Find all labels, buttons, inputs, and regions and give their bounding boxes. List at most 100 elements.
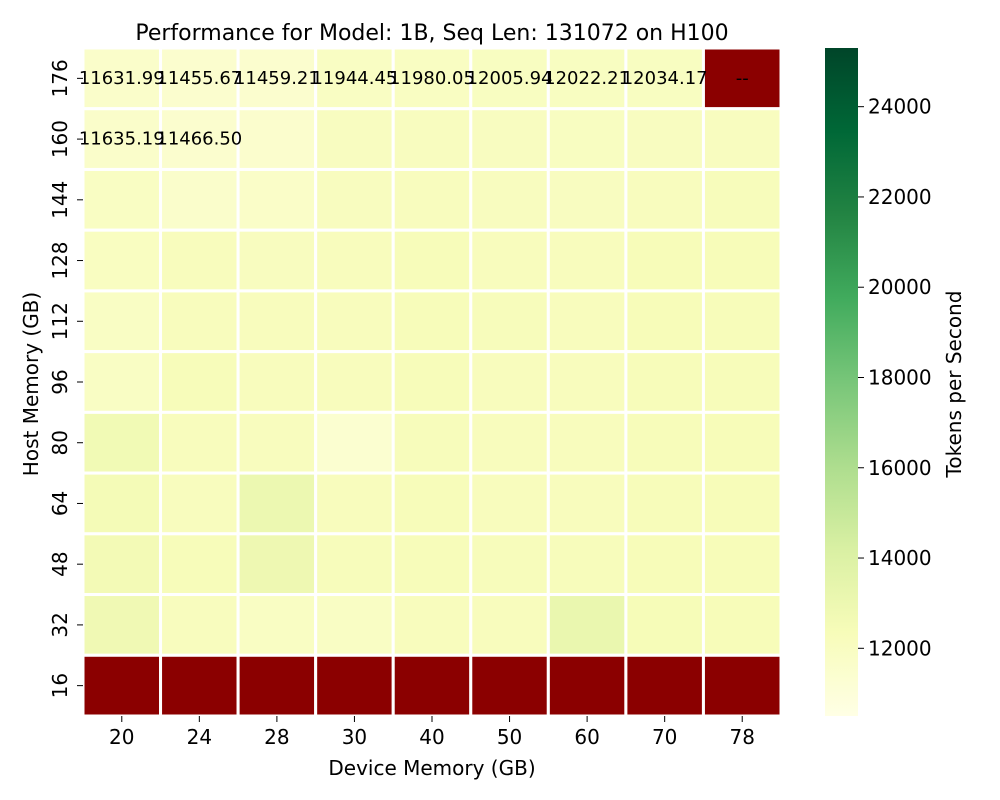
heatmap-cell-labels: 11631.9911455.6711459.2111944.4511980.05… xyxy=(79,68,749,150)
colorbar: 12000 14000 16000 18000 20000 22000 24000 Toke… xyxy=(825,48,966,716)
heatmap-cell xyxy=(701,228,783,293)
heatmap-cell xyxy=(469,410,550,475)
heatmap-cell xyxy=(469,107,550,171)
heatmap-cell xyxy=(236,350,318,414)
heatmap-cell xyxy=(469,228,550,293)
heatmap-cell xyxy=(314,350,395,414)
y-tick-label: 128 xyxy=(48,241,72,279)
heatmap-cell xyxy=(81,653,163,718)
cell-value-label: 12005.94 xyxy=(467,68,553,89)
heatmap-cell xyxy=(391,228,473,293)
heatmap-cell xyxy=(469,350,550,414)
heatmap-cell xyxy=(391,289,473,354)
x-tick-label: 40 xyxy=(419,725,444,749)
heatmap-cell xyxy=(236,167,318,232)
heatmap-cell xyxy=(469,471,550,536)
heatmap-cell xyxy=(159,289,240,354)
heatmap-cell xyxy=(314,532,395,597)
y-tick-label: 32 xyxy=(48,612,72,637)
heatmap-cell xyxy=(546,410,628,475)
x-tick-label: 28 xyxy=(264,725,289,749)
x-tick-label: 30 xyxy=(342,725,367,749)
colorbar-tick-label: 12000 xyxy=(868,636,932,660)
heatmap-cell xyxy=(701,410,783,475)
cell-value-label: 11980.05 xyxy=(389,68,475,89)
heatmap-cell xyxy=(624,167,705,232)
x-axis: 20 24 28 30 40 50 60 70 78 xyxy=(109,716,755,749)
heatmap-cell xyxy=(701,471,783,536)
x-tick-label: 20 xyxy=(109,725,134,749)
heatmap-cell xyxy=(81,532,163,597)
heatmap-cell xyxy=(701,350,783,414)
heatmap-cell xyxy=(159,471,240,536)
heatmap-cell xyxy=(701,167,783,232)
y-tick-label: 48 xyxy=(48,551,72,576)
colorbar-label: Tokens per Second xyxy=(942,291,966,479)
heatmap-cell xyxy=(624,228,705,293)
heatmap-cell xyxy=(391,653,473,718)
heatmap-cell xyxy=(546,289,628,354)
x-tick-label: 78 xyxy=(729,725,754,749)
colorbar-tick-label: 18000 xyxy=(868,365,932,389)
heatmap-cell xyxy=(236,289,318,354)
cell-value-label: 11455.67 xyxy=(156,68,242,89)
heatmap-cell xyxy=(624,410,705,475)
heatmap-cell xyxy=(236,410,318,475)
colorbar-tick-label: 24000 xyxy=(868,95,932,119)
heatmap-cell xyxy=(469,593,550,657)
heatmap-cell xyxy=(701,532,783,597)
colorbar-gradient xyxy=(825,48,858,716)
heatmap-cell xyxy=(701,653,783,718)
heatmap-cell xyxy=(546,593,628,657)
heatmap-cell xyxy=(159,410,240,475)
heatmap-cell xyxy=(701,289,783,354)
y-axis-label: Host Memory (GB) xyxy=(19,292,43,476)
heatmap-cell xyxy=(624,46,705,111)
y-tick-label: 64 xyxy=(48,491,72,516)
x-tick-label: 24 xyxy=(187,725,212,749)
heatmap-cell xyxy=(81,289,163,354)
cell-value-label: 12034.17 xyxy=(622,68,708,89)
heatmap-cell xyxy=(81,593,163,657)
heatmap-cell xyxy=(391,167,473,232)
x-axis-label: Device Memory (GB) xyxy=(328,756,535,780)
heatmap-cell xyxy=(546,653,628,718)
y-tick-label: 112 xyxy=(48,302,72,340)
heatmap-cell xyxy=(314,289,395,354)
heatmap-cell xyxy=(81,228,163,293)
cell-value-label: 11944.45 xyxy=(311,68,397,89)
heatmap-cell xyxy=(546,471,628,536)
colorbar-tick-label: 16000 xyxy=(868,456,932,480)
heatmap-cell xyxy=(314,471,395,536)
heatmap-cell xyxy=(624,350,705,414)
heatmap-cell xyxy=(546,228,628,293)
y-tick-label: 144 xyxy=(48,181,72,219)
heatmap-cell xyxy=(546,167,628,232)
y-tick-label: 80 xyxy=(48,430,72,455)
heatmap-cell xyxy=(159,532,240,597)
chart-title: Performance for Model: 1B, Seq Len: 1310… xyxy=(135,21,728,46)
heatmap-cell xyxy=(314,653,395,718)
cell-value-label: -- xyxy=(736,68,749,89)
heatmap-cell xyxy=(81,167,163,232)
y-tick-label: 96 xyxy=(48,369,72,394)
heatmap-cell xyxy=(391,350,473,414)
cell-value-label: 11635.19 xyxy=(79,129,165,150)
heatmap-cell xyxy=(391,107,473,171)
x-tick-label: 70 xyxy=(652,725,677,749)
cell-value-label: 11466.50 xyxy=(156,129,242,150)
x-tick-label: 60 xyxy=(574,725,599,749)
heatmap-cell xyxy=(546,532,628,597)
heatmap-cells xyxy=(81,46,783,718)
heatmap-cell xyxy=(469,289,550,354)
heatmap-cell xyxy=(624,593,705,657)
heatmap-cell xyxy=(469,167,550,232)
heatmap-cell xyxy=(159,350,240,414)
y-tick-label: 16 xyxy=(48,673,72,698)
heatmap-cell xyxy=(159,167,240,232)
heatmap-cell xyxy=(236,532,318,597)
cell-value-label: 11459.21 xyxy=(234,68,320,89)
heatmap-cell xyxy=(624,653,705,718)
heatmap-cell xyxy=(546,107,628,171)
